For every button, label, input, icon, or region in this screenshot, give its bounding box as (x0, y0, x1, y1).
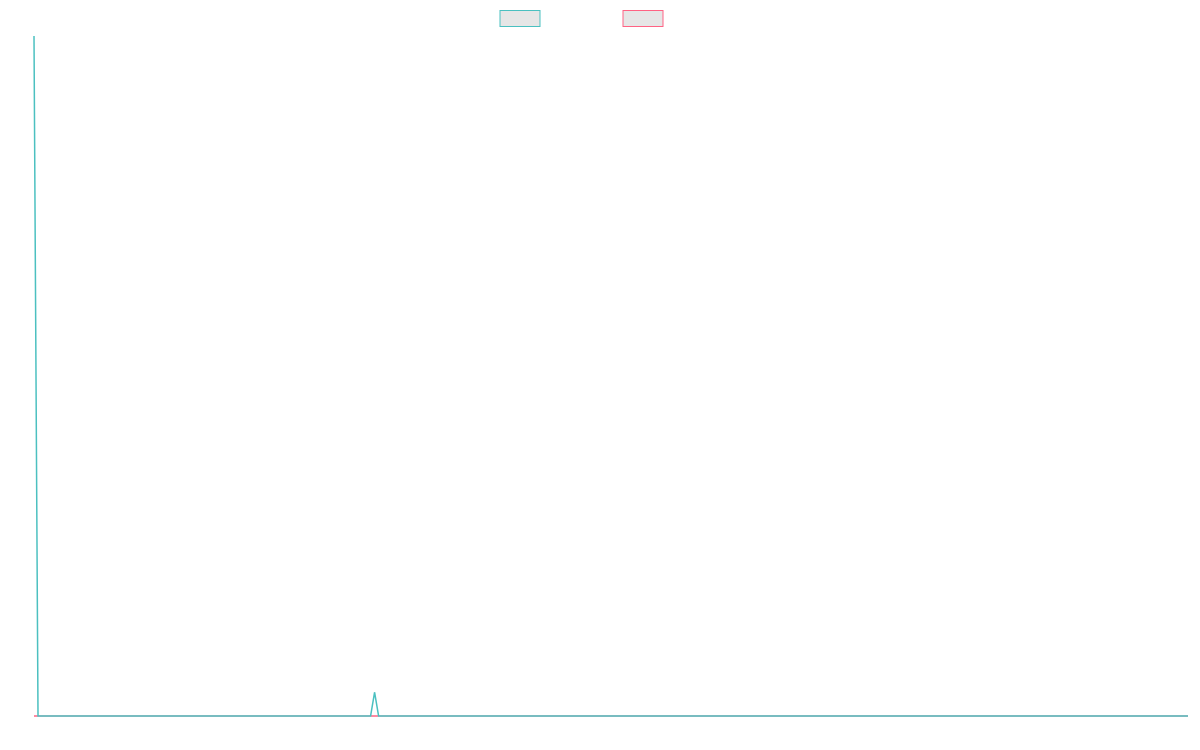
series-line (33, 35, 1188, 717)
legend-swatch (499, 10, 541, 27)
legend-swatch (622, 10, 664, 27)
